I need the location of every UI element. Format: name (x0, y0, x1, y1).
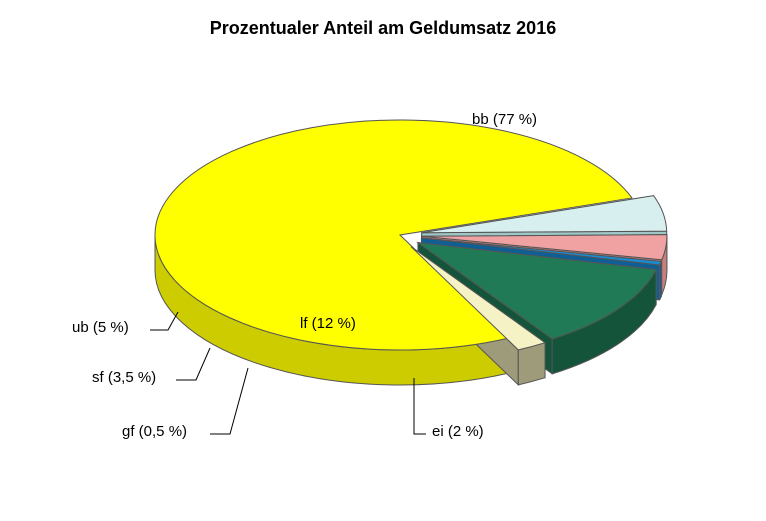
slice-label-gf: gf (0,5 %) (122, 423, 187, 440)
slice-label-ub: ub (5 %) (72, 319, 129, 336)
slice-label-ei: ei (2 %) (432, 423, 484, 440)
leader-ei (414, 378, 426, 434)
pie-chart-3d (0, 0, 766, 516)
leader-gf (210, 368, 248, 434)
leader-sf (176, 348, 210, 380)
slice-label-sf: sf (3,5 %) (92, 369, 156, 386)
pie-svg (0, 0, 766, 516)
slice-label-bb: bb (77 %) (472, 111, 537, 128)
slice-label-lf: lf (12 %) (300, 315, 356, 332)
